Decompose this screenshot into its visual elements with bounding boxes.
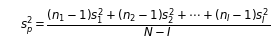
Text: $s_p^2 = \dfrac{(n_1-1)s_1^2+(n_2-1)s_2^2+\cdots+(n_I-1)s_I^2}{N-I}$: $s_p^2 = \dfrac{(n_1-1)s_1^2+(n_2-1)s_2^… [19, 6, 270, 39]
